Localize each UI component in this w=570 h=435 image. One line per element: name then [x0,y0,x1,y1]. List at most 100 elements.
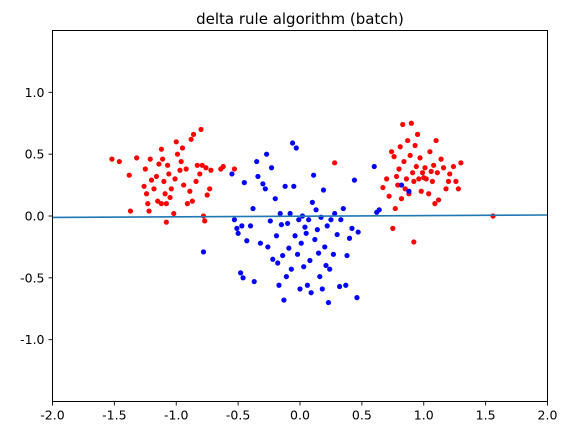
data-point [355,229,361,235]
data-point [314,227,320,233]
data-point [445,178,452,184]
data-point [273,233,280,239]
data-point [179,145,186,151]
data-point [346,235,353,241]
data-point [324,223,330,229]
data-point [207,186,213,192]
x-axis: -2.0 -1.5 -1.0 -0.5 0.0 0.5 1.0 1.5 2.0 [40,401,558,423]
data-point [187,188,193,194]
data-point [146,208,152,214]
data-point [168,186,174,192]
data-point [193,178,199,184]
data-point [172,176,178,182]
data-point [116,158,122,165]
data-point [309,199,315,205]
data-point [287,210,293,217]
data-point [166,171,172,177]
data-point [244,238,250,244]
data-point [171,210,177,217]
data-point [392,205,398,212]
data-point [189,198,195,204]
data-point [143,191,150,197]
data-point [422,165,428,171]
data-point [283,273,289,280]
data-point [317,273,323,280]
data-point [433,137,439,144]
y-axis: -1.0 -0.5 0.0 0.5 1.0 [20,85,53,347]
data-point [173,139,179,145]
data-point [164,162,171,168]
data-point [308,290,314,296]
data-point [239,223,245,229]
data-point [391,154,397,160]
data-point [285,220,291,227]
x-tick-label: -0.5 [226,408,250,423]
data-point [426,191,432,197]
data-point [254,158,260,165]
data-point [376,207,382,213]
data-point [401,158,407,165]
x-tick-label: -1.0 [164,408,188,423]
data-point [247,223,254,229]
data-point [371,163,377,170]
data-point [238,270,244,276]
data-point [412,142,418,149]
data-point [453,178,459,184]
data-point [400,121,406,128]
data-point [276,282,282,288]
data-point [220,163,226,170]
data-point [268,165,275,171]
data-point [343,282,349,288]
data-point [351,177,358,183]
y-tick-label: 0.0 [25,209,45,224]
data-point [145,201,151,207]
data-point [398,196,405,202]
data-point [323,262,329,269]
data-point [438,156,444,162]
data-point [397,144,403,150]
data-point [436,197,442,203]
data-point [148,177,155,183]
data-point [303,230,309,236]
y-tick-label: -1.0 [20,332,44,347]
data-point [302,224,308,230]
data-point [263,151,270,157]
data-point [234,225,240,231]
data-point [291,183,297,189]
data-point [272,196,278,202]
x-tick-label: 0.5 [352,408,372,423]
data-point [384,176,390,182]
data-point [202,218,208,224]
data-point [312,236,318,243]
data-point [408,120,414,126]
x-tick-label: 2.0 [538,408,558,423]
data-point [322,244,328,250]
data-point [240,275,246,281]
data-point [293,145,299,151]
data-point [406,188,412,194]
data-point [297,286,303,292]
decision-boundary-line [52,214,548,219]
data-point [411,178,417,184]
data-point [393,173,400,180]
data-point [306,217,312,223]
data-point [354,295,360,301]
x-tick-label: 0.0 [290,408,310,423]
data-point [296,217,302,223]
data-point [275,260,281,266]
data-point [260,181,266,187]
data-point [257,240,263,246]
data-point [188,136,194,142]
data-point [204,192,210,198]
data-point [161,178,167,184]
data-point [241,180,247,186]
data-point [281,297,287,303]
data-point [163,201,169,207]
data-point [270,256,276,262]
data-point [203,165,209,171]
data-point [431,162,437,168]
data-point [208,167,214,173]
data-point [428,168,434,175]
data-point [344,252,350,259]
data-point [307,257,313,264]
